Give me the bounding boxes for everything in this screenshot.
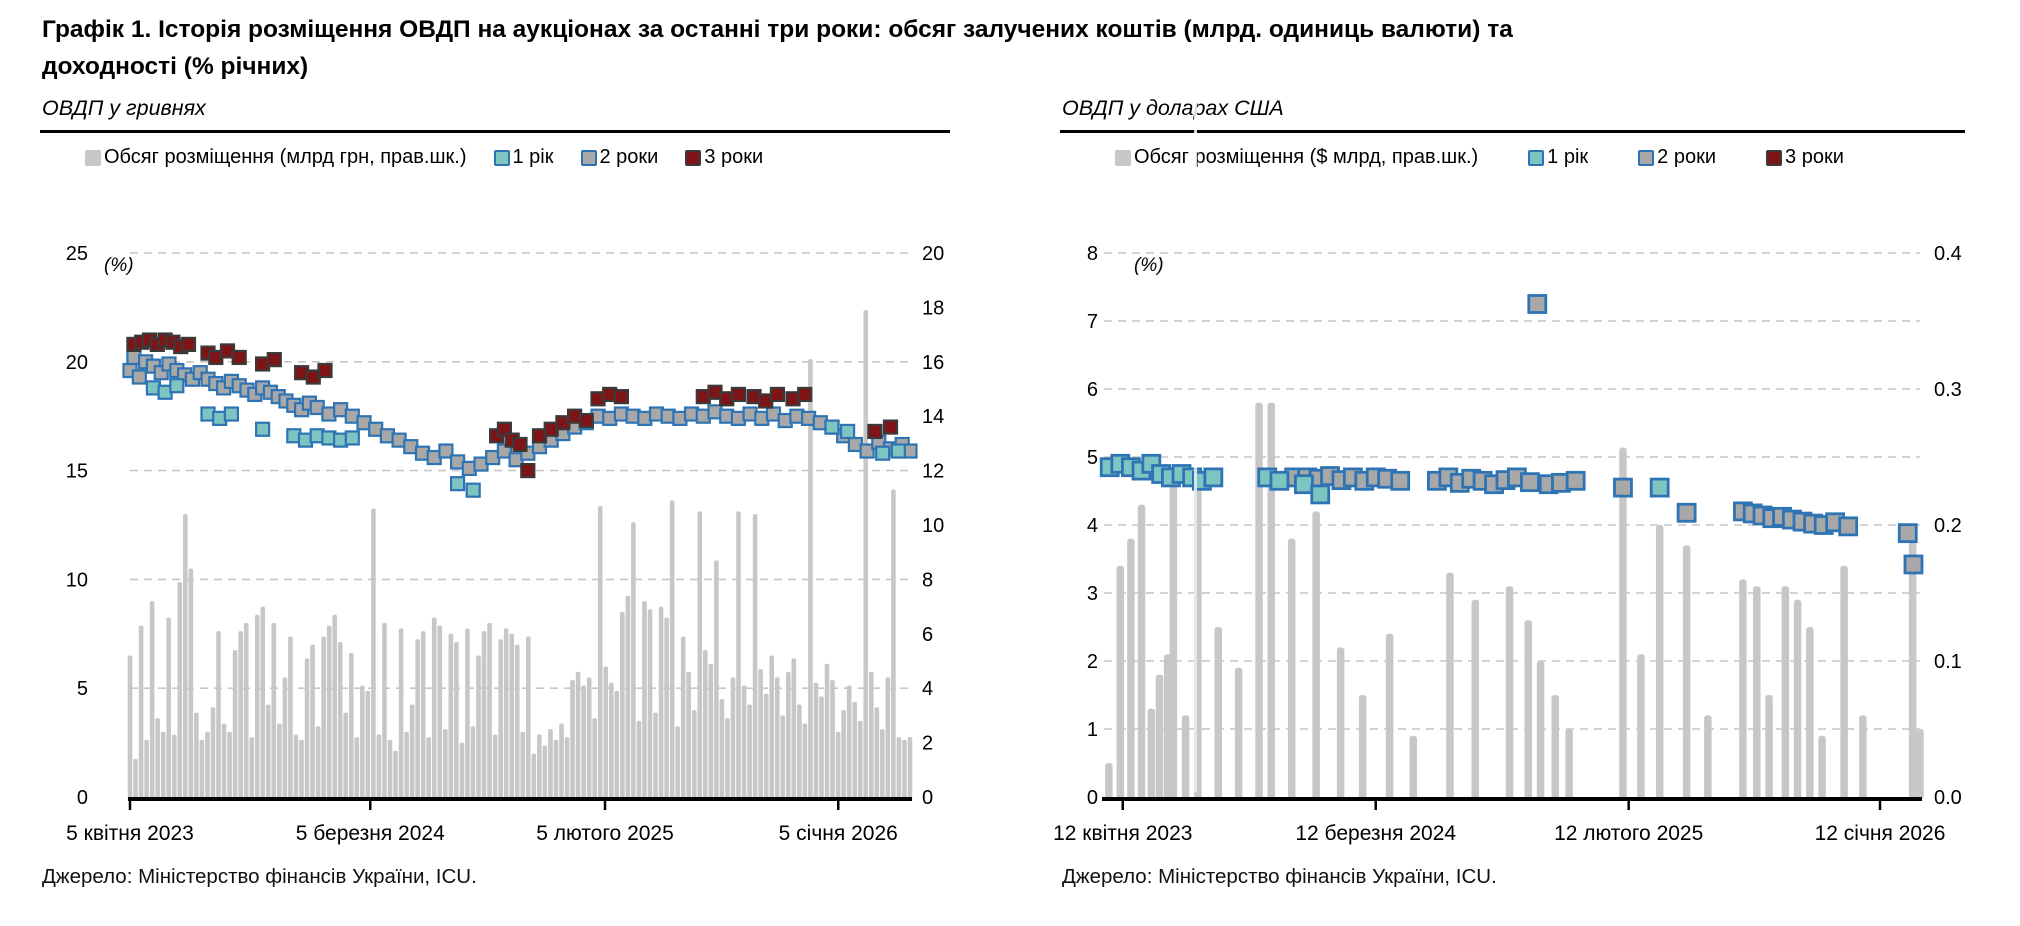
source-note: Джерело: Міністерство фінансів України, …	[42, 865, 477, 888]
svg-text:12: 12	[922, 461, 944, 483]
svg-text:8: 8	[1087, 243, 1098, 265]
legend-item-2y: 2 роки	[1638, 146, 1716, 169]
source-note: Джерело: Міністерство фінансів України, …	[1062, 865, 1497, 888]
axis-labels: 0 1 2 3 4 5 6 7 8 0.0 0.1 0.2 0.3 0.4 (%)	[1087, 243, 1962, 809]
svg-text:(%): (%)	[104, 255, 134, 276]
one-year-swatch-icon	[1528, 149, 1545, 166]
volume-swatch-icon	[1115, 149, 1131, 166]
svg-text:4: 4	[1087, 515, 1098, 537]
legend-item-3y: 3 роки	[685, 146, 763, 169]
usd-chart-plot: 0 1 2 3 4 5 6 7 8 0.0 0.1 0.2 0.3 0.4 (%) 12 квітня 202…	[1053, 243, 1962, 845]
svg-text:12 березня 2024: 12 березня 2024	[1295, 822, 1456, 845]
svg-text:12 лютого 2025: 12 лютого 2025	[1554, 822, 1703, 845]
svg-text:0.4: 0.4	[1934, 243, 1962, 265]
svg-text:5 січня 2026: 5 січня 2026	[779, 822, 898, 845]
svg-text:20: 20	[66, 352, 88, 374]
hryvnia-chart-legend: Обсяг розміщення (млрд грн, прав.шк.) 1 …	[85, 146, 763, 169]
svg-text:12 квітня 2023: 12 квітня 2023	[1053, 822, 1192, 845]
legend-label-3y: 3 роки	[704, 146, 764, 168]
series-y3	[126, 332, 899, 479]
legend-item-3y: 3 роки	[1766, 146, 1844, 169]
svg-text:7: 7	[1087, 311, 1098, 333]
series-y2	[122, 349, 918, 477]
usd-chart-legend: Обсяг розміщення ($ млрд, прав.шк.) 1 рі…	[1115, 146, 1844, 169]
hryvnia-chart-plot: 0 5 10 15 20 25 0 2 4 6 8 10 12 14 16 18 20 (%) 5 квітня 2…	[66, 243, 945, 845]
svg-text:0.3: 0.3	[1934, 379, 1962, 401]
volume-bars	[1105, 402, 1924, 799]
page-title-line1: Графік 1. Історія розміщення ОВДП на аук…	[42, 16, 1513, 43]
svg-text:5: 5	[77, 678, 88, 700]
svg-text:5: 5	[1087, 447, 1098, 469]
svg-text:25: 25	[66, 243, 88, 265]
svg-text:12 січня 2026: 12 січня 2026	[1815, 822, 1946, 845]
series-y1	[145, 378, 906, 498]
legend-item-2y: 2 роки	[580, 146, 659, 169]
legend-label-1y: 1 рік	[1547, 146, 1589, 168]
three-year-swatch-icon	[1766, 149, 1783, 166]
volume-swatch-icon	[85, 149, 101, 166]
svg-text:6: 6	[1087, 379, 1098, 401]
svg-text:0.1: 0.1	[1934, 651, 1962, 673]
svg-text:6: 6	[922, 624, 933, 646]
legend-item-volume: Обсяг розміщення ($ млрд, прав.шк.)	[1115, 146, 1478, 169]
legend-label-3y: 3 роки	[1785, 146, 1844, 168]
svg-text:1: 1	[1087, 719, 1098, 741]
one-year-swatch-icon	[493, 149, 510, 166]
svg-text:(%): (%)	[1134, 255, 1164, 276]
page-title: Графік 1. Історія розміщення ОВДП на аук…	[42, 12, 1542, 86]
series-y1	[1099, 453, 1670, 505]
svg-text:0: 0	[922, 787, 933, 809]
two-year-swatch-icon	[580, 149, 597, 166]
volume-bars	[127, 310, 913, 799]
svg-text:5 квітня 2023: 5 квітня 2023	[66, 822, 194, 845]
svg-text:18: 18	[922, 297, 944, 319]
svg-text:0: 0	[1087, 787, 1098, 809]
legend-label-2y: 2 роки	[1657, 146, 1717, 168]
svg-text:8: 8	[922, 569, 933, 591]
series-y2	[1284, 294, 1924, 575]
legend-label-2y: 2 роки	[599, 146, 659, 168]
legend-label-volume: Обсяг розміщення ($ млрд, прав.шк.)	[1134, 146, 1479, 168]
gridlines	[130, 252, 910, 690]
legend-item-volume: Обсяг розміщення (млрд грн, прав.шк.)	[85, 146, 467, 169]
svg-text:5 березня 2024: 5 березня 2024	[296, 822, 445, 845]
panel-hryvnia-chart: ОВДП у гривнях Обсяг розміщення (млрд гр…	[40, 96, 955, 896]
three-year-swatch-icon	[685, 149, 702, 166]
svg-text:10: 10	[66, 569, 88, 591]
svg-text:2: 2	[922, 733, 933, 755]
svg-text:0.2: 0.2	[1934, 515, 1962, 537]
svg-text:15: 15	[66, 461, 88, 483]
divider-rule	[40, 130, 950, 133]
svg-text:0: 0	[77, 787, 88, 809]
legend-label-1y: 1 рік	[512, 146, 554, 168]
x-axis: 5 квітня 2023 5 березня 2024 5 лютого 2025…	[66, 797, 912, 845]
svg-text:3: 3	[1087, 583, 1098, 605]
page-title-line2: доходності (% річних)	[42, 52, 309, 80]
usd-chart-subtitle: ОВДП у доларах США	[1062, 96, 1284, 120]
svg-text:5 лютого 2025: 5 лютого 2025	[536, 822, 674, 845]
svg-text:14: 14	[922, 406, 944, 428]
panel-usd-chart: ОВДП у доларах США Обсяг розміщення ($ м…	[1053, 96, 2000, 896]
divider-rule	[1060, 130, 1965, 133]
x-axis: 12 квітня 2023 12 березня 2024 12 лютого 2…	[1053, 797, 1946, 845]
svg-text:2: 2	[1087, 651, 1098, 673]
svg-text:20: 20	[922, 243, 944, 265]
legend-label-volume: Обсяг розміщення (млрд грн, прав.шк.)	[104, 146, 467, 168]
hryvnia-chart-subtitle: ОВДП у гривнях	[42, 96, 206, 120]
svg-text:10: 10	[922, 515, 944, 537]
axis-labels: 0 5 10 15 20 25 0 2 4 6 8 10 12 14 16 18 20 (%)	[66, 243, 945, 809]
legend-item-1y: 1 рік	[1528, 146, 1588, 169]
svg-text:16: 16	[922, 352, 944, 374]
legend-item-1y: 1 рік	[493, 146, 554, 169]
svg-text:4: 4	[922, 678, 933, 700]
svg-text:0.0: 0.0	[1934, 787, 1962, 809]
two-year-swatch-icon	[1638, 149, 1655, 166]
